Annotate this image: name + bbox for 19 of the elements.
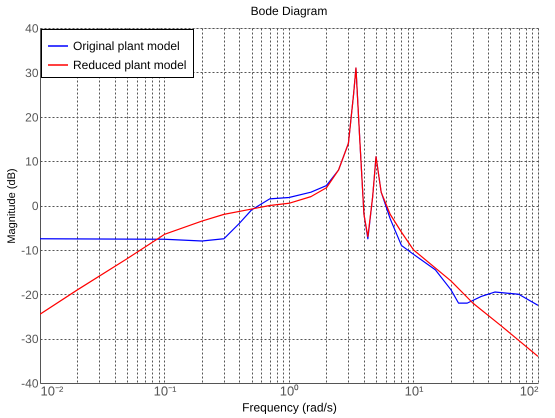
y-axis-title: Magnitude (dB) bbox=[6, 168, 18, 244]
x-tick-label: 10⁰ bbox=[280, 384, 300, 398]
y-tick-label: 40 bbox=[25, 22, 39, 36]
legend-label: Reduced plant model bbox=[73, 58, 186, 72]
y-tick-label: -40 bbox=[21, 376, 39, 390]
x-axis-title: Frequency (rad/s) bbox=[242, 400, 337, 414]
x-tick-label: 10⁻¹ bbox=[154, 384, 178, 398]
y-tick-label: -30 bbox=[21, 332, 39, 346]
chart-title: Bode Diagram bbox=[250, 4, 328, 18]
y-tick-label: 30 bbox=[25, 66, 39, 80]
legend-label: Original plant model bbox=[73, 39, 180, 53]
x-tick-label: 10⁻² bbox=[40, 384, 64, 398]
x-tick-label: 10² bbox=[520, 384, 540, 398]
y-tick-label: 20 bbox=[25, 110, 39, 124]
y-tick-label: -20 bbox=[21, 288, 39, 302]
y-tick-label: -10 bbox=[21, 243, 39, 258]
y-tick-label: 10 bbox=[25, 154, 39, 169]
y-tick-label: 0 bbox=[32, 199, 39, 213]
x-tick-label: 10¹ bbox=[404, 384, 424, 398]
